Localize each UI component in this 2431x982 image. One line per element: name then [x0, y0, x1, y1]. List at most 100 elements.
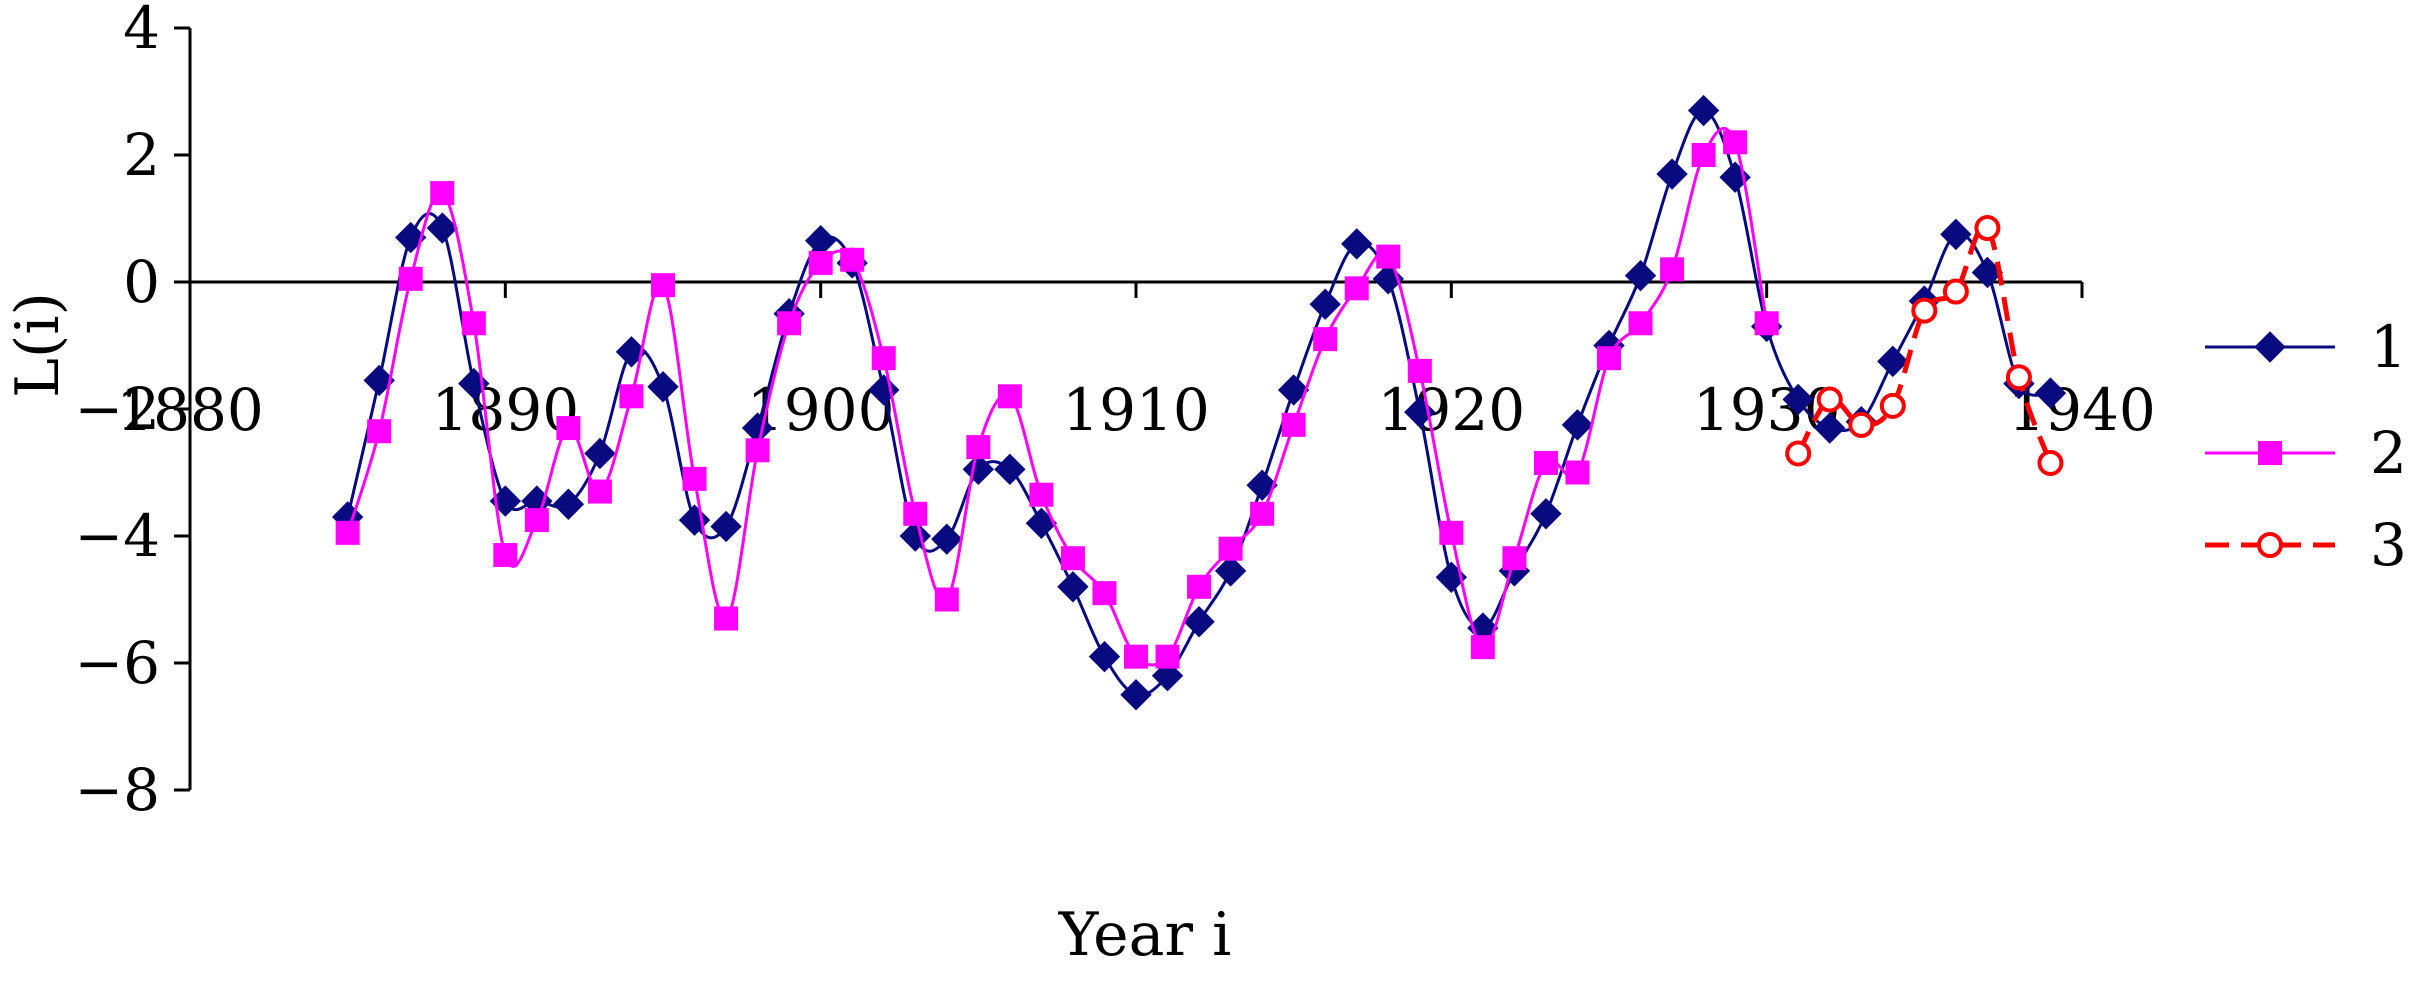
series-2-point — [1407, 358, 1432, 383]
series-1-point — [1214, 555, 1247, 587]
series-1-point — [1782, 383, 1814, 416]
x-tick-label: 1880 — [116, 376, 264, 444]
series-1-point — [1057, 571, 1089, 603]
series-2-point — [1439, 520, 1464, 545]
legend-label-1: 1 — [2370, 313, 2407, 381]
series-2-point — [461, 311, 486, 336]
series-2-point — [651, 273, 675, 298]
series-1-point — [678, 504, 711, 536]
series-1-point — [994, 453, 1026, 486]
legend-marker-1 — [2254, 331, 2286, 363]
series-2-point — [1660, 257, 1685, 282]
series-2-point — [1376, 244, 1401, 269]
series-3-point — [1879, 392, 1906, 419]
series-2-point — [1281, 412, 1306, 437]
series-2-point — [745, 438, 770, 463]
series-2-point — [1250, 501, 1275, 526]
series-2-point — [1597, 346, 1621, 371]
series-2-point — [1060, 546, 1085, 571]
series-1-point — [1530, 498, 1562, 530]
series-2-point — [398, 266, 423, 291]
series-2 — [335, 126, 1779, 669]
y-tick-label: −4 — [75, 502, 161, 570]
series-2-point — [556, 416, 581, 441]
series-2-point — [682, 466, 707, 491]
series-2-point — [871, 346, 896, 371]
legend-marker-2 — [2258, 441, 2282, 465]
series-2-point — [1124, 644, 1148, 669]
series-3-point — [2037, 449, 2064, 476]
series-2-point — [934, 587, 959, 612]
x-tick-label: 1930 — [1693, 376, 1841, 444]
series-1-point — [1277, 374, 1310, 406]
series-3-point — [1785, 440, 1812, 467]
series-1-point — [1877, 345, 1909, 378]
series-1-point — [1120, 679, 1152, 711]
y-tick-label: 0 — [123, 248, 160, 316]
series-1-point — [584, 437, 616, 470]
series-2-point — [587, 479, 612, 504]
series-2-point — [1470, 635, 1495, 660]
series-1-point — [710, 510, 742, 543]
x-tick-label: 1920 — [1378, 376, 1526, 444]
series-1-point — [1624, 259, 1657, 292]
series-3 — [1785, 215, 2064, 476]
series-1-point — [1814, 412, 1846, 444]
y-tick-label: −2 — [75, 375, 161, 443]
series-2-point — [335, 520, 360, 545]
series-2-point — [1754, 311, 1779, 336]
series-2-point — [430, 181, 455, 206]
series-3-point — [1942, 278, 1969, 305]
series-1-point — [1309, 288, 1341, 320]
x-tick-label: 1940 — [2008, 376, 2156, 444]
x-axis-title: Year i — [1058, 900, 1232, 970]
legend: 1 2 3 — [2205, 313, 2407, 579]
x-tick-label: 1890 — [432, 376, 580, 444]
series-1-point — [2034, 377, 2067, 409]
x-tick-label: 1910 — [1062, 376, 1210, 444]
series-1-point — [1088, 640, 1121, 673]
series-2-point — [840, 247, 865, 272]
series-2-point — [1029, 482, 1054, 507]
series-2-point — [1628, 311, 1653, 336]
series-2-point — [1218, 536, 1243, 561]
series-1-line — [346, 109, 2051, 697]
series-2-point — [524, 508, 549, 533]
series-1-point — [1940, 218, 1972, 251]
y-tick-label: 4 — [123, 0, 160, 62]
series-3-point — [1848, 411, 1875, 438]
series-2-point — [777, 311, 802, 336]
series-1-point — [931, 523, 963, 555]
series-2-point — [966, 435, 991, 460]
series-1-point — [552, 488, 585, 520]
legend-marker-3 — [2257, 532, 2283, 558]
series-2-point — [493, 543, 518, 568]
series-1-point — [1341, 228, 1373, 260]
series-2-point — [1691, 143, 1716, 167]
series-1-point — [1025, 507, 1058, 540]
series-2-point — [1533, 450, 1558, 475]
series-2-point — [808, 250, 833, 275]
series-2-point — [714, 606, 739, 631]
y-tick-label: −8 — [75, 756, 161, 824]
series-2-point — [997, 384, 1022, 409]
series-1-point — [1656, 158, 1688, 190]
series-1-point — [363, 364, 395, 397]
y-axis-title: L(i) — [3, 292, 73, 398]
series-2-point — [1155, 644, 1180, 669]
series-2-point — [1344, 276, 1369, 301]
series-1-point — [1687, 94, 1720, 127]
series-1-point — [426, 212, 458, 244]
series-1-point — [1561, 409, 1594, 441]
series-2-point — [903, 501, 928, 526]
legend-label-3: 3 — [2370, 511, 2407, 579]
series-2-point — [1565, 460, 1590, 485]
series-1-point — [1183, 606, 1215, 638]
series-2-point — [1187, 574, 1212, 599]
series-3-point — [2005, 364, 2032, 391]
y-tick-label: −6 — [75, 629, 161, 697]
series-3-point — [1974, 215, 2001, 242]
legend-label-2: 2 — [2370, 419, 2407, 487]
